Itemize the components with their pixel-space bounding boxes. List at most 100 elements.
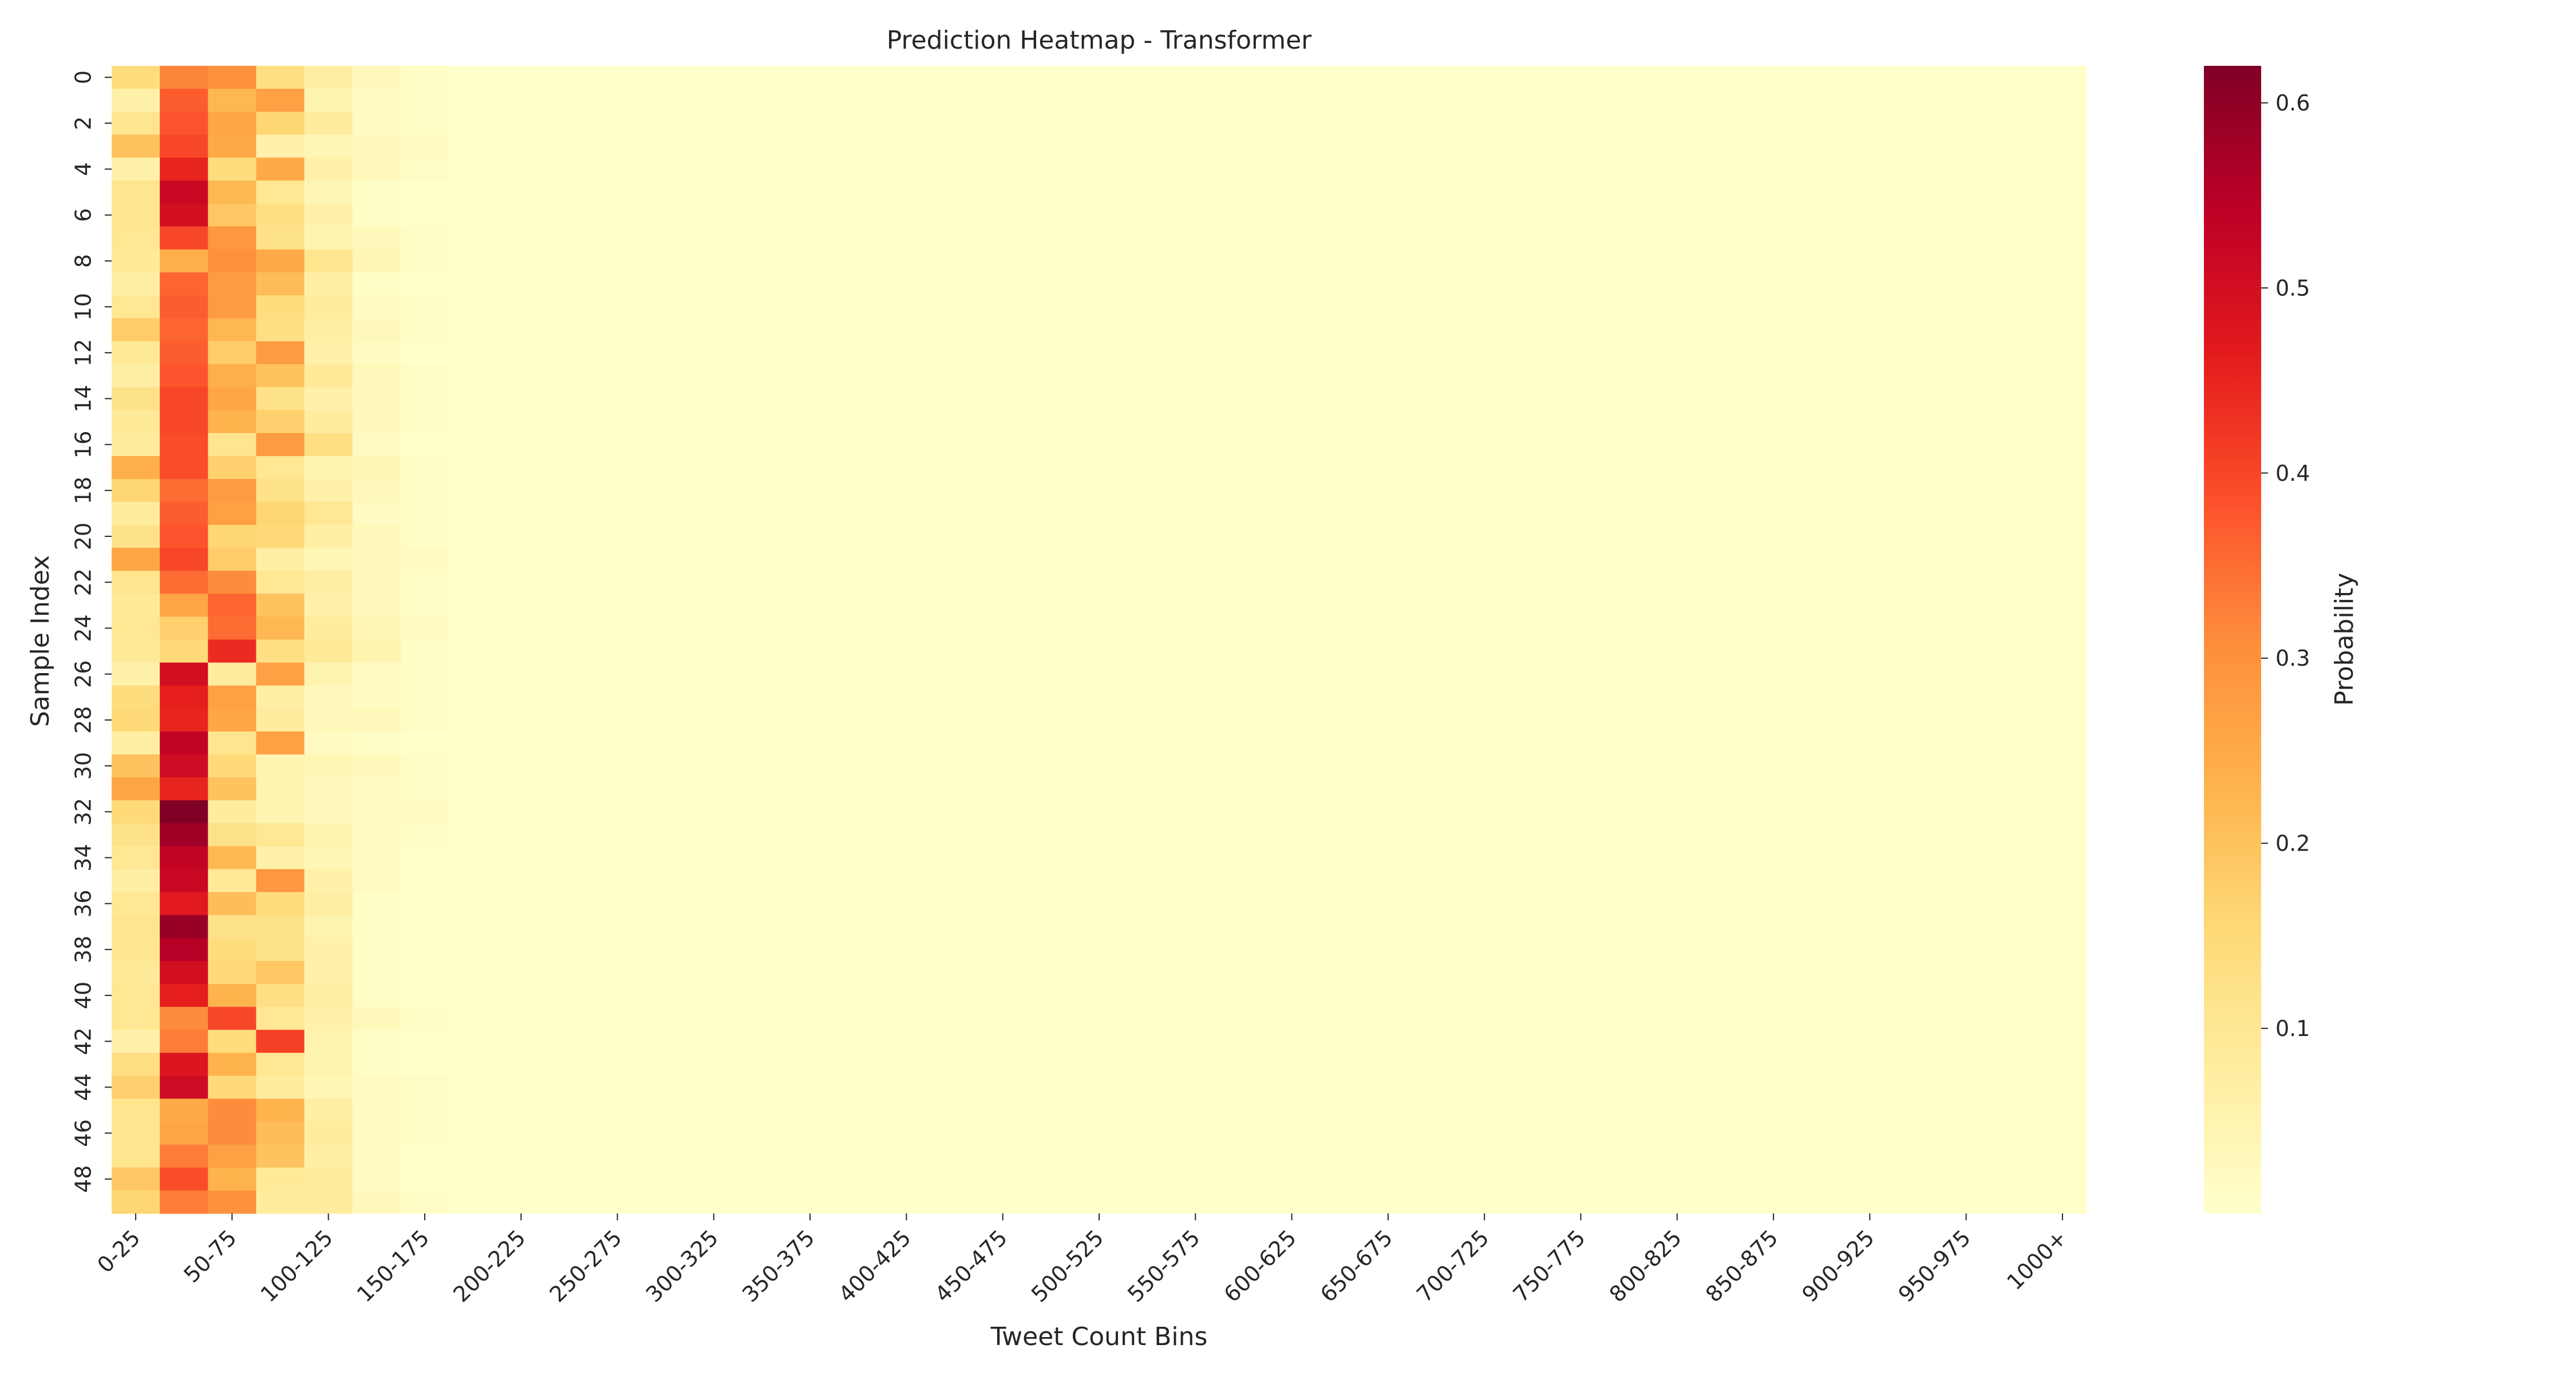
heatmap-cell	[1171, 1190, 1220, 1214]
heatmap-cell	[1267, 685, 1317, 709]
heatmap-cell	[593, 594, 642, 617]
heatmap-cell	[304, 1144, 353, 1168]
heatmap-cell	[593, 984, 642, 1007]
heatmap-cell	[1074, 66, 1124, 89]
heatmap-cell	[256, 387, 305, 411]
heatmap-cell	[1508, 226, 1557, 250]
heatmap-cell	[978, 66, 1028, 89]
heatmap-cell	[449, 938, 497, 962]
heatmap-cell	[978, 433, 1028, 457]
heatmap-cell	[1026, 66, 1076, 89]
heatmap-cell	[1315, 525, 1365, 548]
heatmap-cell	[1508, 1144, 1557, 1168]
heatmap-cell	[1990, 1007, 2039, 1030]
heatmap-cell	[1749, 708, 1798, 732]
heatmap-cell	[545, 89, 594, 112]
heatmap-cell	[882, 341, 931, 365]
heatmap-cell	[112, 1076, 160, 1100]
heatmap-cell	[1315, 571, 1365, 594]
heatmap-cell	[1123, 754, 1172, 778]
heatmap-cell	[1556, 387, 1606, 411]
heatmap-cell	[1556, 180, 1606, 204]
heatmap-cell	[1219, 1007, 1269, 1030]
heatmap-cell	[593, 731, 642, 755]
heatmap-cell	[1123, 249, 1172, 273]
heatmap-cell	[160, 135, 208, 158]
heatmap-cell	[641, 915, 690, 939]
heatmap-cell	[689, 984, 738, 1007]
y-tick-label: 38	[70, 936, 96, 963]
heatmap-cell	[1846, 708, 1895, 732]
heatmap-cell	[1894, 1190, 1943, 1214]
heatmap-cell	[882, 66, 931, 89]
heatmap-cell	[1123, 1076, 1172, 1100]
heatmap-cell	[304, 525, 353, 548]
heatmap-cell	[641, 938, 690, 962]
heatmap-cell	[1749, 1053, 1798, 1076]
heatmap-cell	[1074, 1053, 1124, 1076]
heatmap-cell	[786, 112, 835, 135]
heatmap-cell	[1942, 869, 1991, 893]
heatmap-cell	[1364, 662, 1413, 686]
heatmap-cell	[834, 1190, 883, 1214]
heatmap-cell	[2038, 616, 2087, 640]
heatmap-cell	[1846, 662, 1895, 686]
heatmap-cell	[1556, 112, 1606, 135]
heatmap-cell	[978, 777, 1028, 801]
heatmap-cell	[641, 456, 690, 480]
heatmap-cell	[1749, 525, 1798, 548]
heatmap-cell	[1749, 571, 1798, 594]
heatmap-cell	[1797, 1030, 1846, 1053]
heatmap-cell	[112, 800, 160, 824]
heatmap-cell	[2038, 410, 2087, 434]
heatmap-cell	[1653, 89, 1702, 112]
heatmap-cell	[449, 685, 497, 709]
heatmap-cell	[112, 341, 160, 365]
heatmap-cell	[449, 594, 497, 617]
heatmap-cell	[834, 960, 883, 984]
heatmap-cell	[1701, 387, 1750, 411]
heatmap-cell	[497, 112, 546, 135]
heatmap-cell	[208, 501, 257, 525]
heatmap-cell	[689, 249, 738, 273]
heatmap-cell	[545, 731, 594, 755]
heatmap-cell	[1123, 203, 1172, 227]
heatmap-cell	[930, 1167, 979, 1191]
heatmap-cell	[352, 800, 401, 824]
heatmap-cell	[1797, 180, 1846, 204]
y-tick-label: 36	[70, 889, 96, 917]
heatmap-cell	[1653, 1007, 1702, 1030]
heatmap-cell	[2038, 708, 2087, 732]
heatmap-cell	[1123, 915, 1172, 939]
heatmap-cell	[2038, 501, 2087, 525]
heatmap-cell	[400, 846, 449, 870]
heatmap-cell	[545, 341, 594, 365]
heatmap-cell	[593, 1190, 642, 1214]
heatmap-cell	[1749, 135, 1798, 158]
heatmap-cell	[1990, 295, 2039, 319]
heatmap-cell	[160, 892, 208, 916]
heatmap-cell	[2038, 984, 2087, 1007]
heatmap-cell	[160, 501, 208, 525]
heatmap-cell	[834, 823, 883, 847]
heatmap-cell	[256, 571, 305, 594]
heatmap-cell	[1412, 1053, 1461, 1076]
heatmap-cell	[641, 387, 690, 411]
heatmap-cell	[1701, 89, 1750, 112]
heatmap-cell	[593, 318, 642, 342]
heatmap-cell	[882, 616, 931, 640]
heatmap-cell	[160, 616, 208, 640]
heatmap-cell	[1460, 823, 1509, 847]
heatmap-cell	[160, 1053, 208, 1076]
heatmap-cell	[1701, 135, 1750, 158]
heatmap-cell	[1026, 846, 1076, 870]
heatmap-cell	[497, 731, 546, 755]
heatmap-cell	[737, 960, 787, 984]
heatmap-cell	[2038, 341, 2087, 365]
heatmap-cell	[160, 639, 208, 663]
heatmap-cell	[1123, 341, 1172, 365]
heatmap-cell	[2038, 639, 2087, 663]
heatmap-cell	[449, 1190, 497, 1214]
heatmap-cell	[1556, 157, 1606, 181]
